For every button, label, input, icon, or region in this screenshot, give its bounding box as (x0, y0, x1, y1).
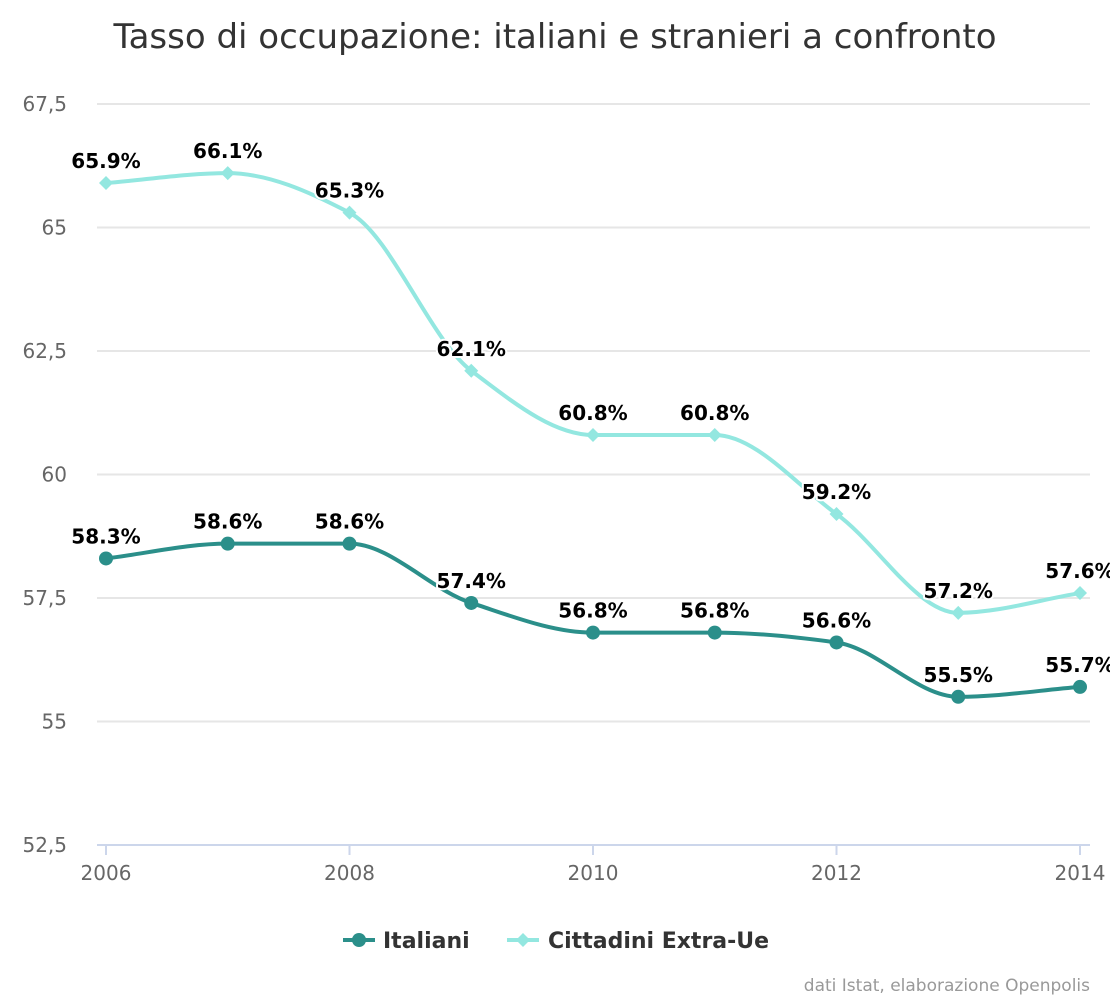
data-point-italiani[interactable] (99, 551, 113, 566)
chart-title: Tasso di occupazione: italiani e stranie… (112, 17, 996, 57)
data-point-cittadini-extra-ue[interactable] (829, 507, 844, 522)
data-label-cittadini-extra-ue: 57.6% (1045, 559, 1110, 583)
data-point-italiani[interactable] (586, 625, 600, 640)
x-tick-label: 2010 (568, 861, 619, 885)
y-tick-label: 60 (42, 463, 67, 487)
legend-marker-cittadini-extra-ue (516, 933, 530, 947)
data-point-cittadini-extra-ue[interactable] (220, 166, 235, 181)
data-point-cittadini-extra-ue[interactable] (99, 176, 113, 191)
data-label-cittadini-extra-ue: 60.8% (558, 401, 627, 425)
y-tick-label: 55 (42, 710, 67, 734)
data-point-italiani[interactable] (707, 625, 722, 640)
data-point-italiani[interactable] (1073, 679, 1087, 694)
x-axis: 2006 2008 2010 2012 2014 (81, 844, 1106, 885)
legend-item-italiani[interactable]: Italiani (343, 929, 470, 954)
x-tick-label: 2014 (1055, 861, 1106, 885)
data-label-italiani: 57.4% (437, 569, 506, 593)
data-label-italiani: 56.6% (802, 608, 871, 632)
x-tick-label: 2012 (811, 861, 862, 885)
data-point-italiani[interactable] (220, 536, 235, 551)
data-point-italiani[interactable] (342, 536, 357, 551)
legend-marker-italiani (352, 933, 366, 947)
y-tick-label: 62,5 (22, 339, 67, 363)
data-label-cittadini-extra-ue: 59.2% (802, 480, 871, 504)
data-label-cittadini-extra-ue: 66.1% (193, 139, 262, 163)
y-tick-label: 67,5 (22, 92, 67, 116)
data-point-cittadini-extra-ue[interactable] (586, 427, 600, 442)
data-point-italiani[interactable] (951, 689, 966, 704)
data-label-italiani: 55.5% (924, 663, 993, 687)
y-tick-label: 65 (42, 216, 67, 240)
data-point-cittadini-extra-ue[interactable] (342, 205, 357, 220)
data-label-cittadini-extra-ue: 65.3% (315, 179, 384, 203)
data-label-italiani: 58.6% (193, 510, 262, 534)
chart-credits[interactable]: dati Istat, elaborazione Openpolis (804, 976, 1090, 996)
data-point-cittadini-extra-ue[interactable] (464, 363, 479, 378)
legend-item-cittadini-extra-ue[interactable]: Cittadini Extra-Ue (507, 929, 769, 954)
data-point-italiani[interactable] (829, 635, 844, 650)
data-label-cittadini-extra-ue: 62.1% (437, 337, 506, 361)
series-line-cittadini-extra-ue (105, 171, 1081, 615)
data-label-italiani: 58.6% (315, 510, 384, 534)
y-tick-label: 52,5 (22, 833, 67, 857)
data-point-cittadini-extra-ue[interactable] (1073, 586, 1087, 601)
x-tick-label: 2006 (81, 861, 132, 885)
data-point-cittadini-extra-ue[interactable] (951, 605, 966, 620)
legend-label-italiani: Italiani (383, 929, 470, 954)
data-labels: 58.3% 58.6% 58.6% 57.4% 56.8% 56.8% 56.6% 55.5%… (69, 137, 1110, 689)
y-axis: 52,5 55 57,5 60 62,5 65 67,5 (22, 92, 67, 857)
data-label-italiani: 58.3% (71, 524, 140, 548)
y-tick-label: 57,5 (22, 586, 67, 610)
legend-label-cittadini-extra-ue: Cittadini Extra-Ue (548, 929, 769, 954)
data-label-cittadini-extra-ue: 57.2% (924, 579, 993, 603)
grid-layer (97, 103, 1090, 723)
data-label-cittadini-extra-ue: 65.9% (71, 149, 140, 173)
data-point-italiani[interactable] (464, 595, 479, 610)
data-label-italiani: 56.8% (558, 599, 627, 623)
series-layer (99, 166, 1087, 704)
data-label-cittadini-extra-ue: 60.8% (680, 401, 749, 425)
x-tick-label: 2008 (324, 861, 375, 885)
data-label-italiani: 56.8% (680, 599, 749, 623)
data-label-italiani: 55.7% (1045, 653, 1110, 677)
legend[interactable]: Italiani Cittadini Extra-Ue (343, 929, 769, 954)
data-point-cittadini-extra-ue[interactable] (707, 427, 722, 442)
